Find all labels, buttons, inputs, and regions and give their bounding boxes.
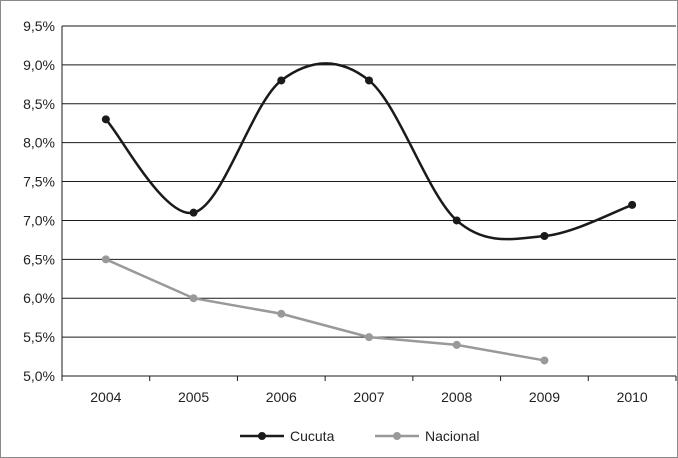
x-tick-label: 2006 <box>266 389 297 405</box>
x-tick-label: 2009 <box>529 389 560 405</box>
series-group <box>101 62 637 365</box>
legend: Cucuta Nacional <box>240 428 479 444</box>
data-point-cucuta <box>277 76 286 85</box>
x-tick-label: 2008 <box>441 389 472 405</box>
data-point-cucuta <box>101 115 110 124</box>
y-tick-label: 8,0% <box>23 135 55 151</box>
x-tick-label: 2005 <box>178 389 209 405</box>
data-point-nacional <box>540 356 549 365</box>
legend-label: Nacional <box>425 428 479 444</box>
y-tick-label: 6,5% <box>23 251 55 267</box>
series-line-cucuta <box>104 62 633 241</box>
data-point-cucuta <box>628 200 637 209</box>
data-point-cucuta <box>365 76 373 85</box>
data-point-nacional <box>452 340 461 349</box>
data-point-cucuta <box>540 232 549 240</box>
data-point-nacional <box>365 333 373 342</box>
data-point-nacional <box>189 294 198 303</box>
grid-lines <box>62 25 676 377</box>
y-tick-label: 7,5% <box>23 174 55 190</box>
y-tick-label: 6,0% <box>23 290 55 306</box>
y-tick-label: 8,5% <box>23 96 55 112</box>
data-point-cucuta <box>189 208 198 217</box>
x-tick-label: 2007 <box>353 389 384 405</box>
y-tick-label: 5,0% <box>23 368 55 384</box>
x-axis: 2004 2005 2006 2007 2008 2009 2010 <box>61 376 677 405</box>
legend-swatch-marker <box>258 432 266 440</box>
data-point-nacional <box>277 309 286 318</box>
y-tick-label: 9,5% <box>23 18 55 34</box>
x-tick-label: 2010 <box>617 389 648 405</box>
legend-swatch-marker <box>393 432 401 440</box>
series-line-nacional <box>105 258 545 362</box>
y-tick-label: 7,0% <box>23 212 55 228</box>
y-tick-label: 9,0% <box>23 57 55 73</box>
x-tick-label: 2004 <box>90 389 121 405</box>
data-point-nacional <box>101 255 110 264</box>
data-point-cucuta <box>452 216 461 225</box>
y-tick-label: 5,5% <box>23 329 55 345</box>
y-axis: 5,0% 5,5% 6,0% 6,5% 7,0% 7,5% 8,0% 8,5% 9,0% 9,5% <box>23 18 63 384</box>
legend-label: Cucuta <box>290 428 335 444</box>
